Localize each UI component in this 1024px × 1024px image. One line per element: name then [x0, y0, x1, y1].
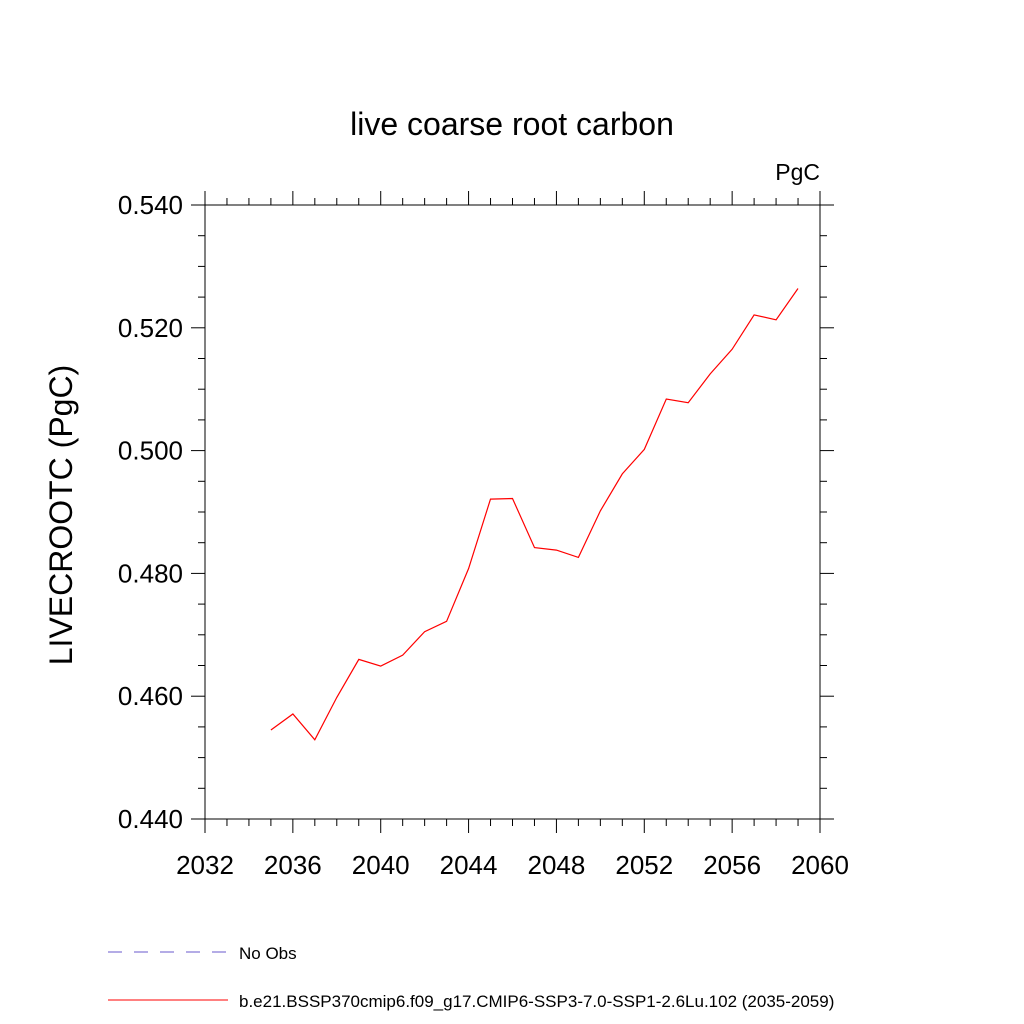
y-tick-label: 0.500 — [118, 436, 183, 466]
series-line — [270, 288, 799, 741]
plot-frame — [204, 204, 821, 820]
x-tick-label: 2044 — [440, 850, 498, 880]
y-axis-label: LIVECROOTC (PgC) — [43, 365, 79, 665]
x-tick-label: 2056 — [703, 850, 761, 880]
legend: No Obs b.e21.BSSP370cmip6.f09_g17.CMIP6-S… — [108, 944, 834, 1011]
x-tick-label: 2032 — [176, 850, 234, 880]
x-tick-label: 2060 — [791, 850, 849, 880]
x-tick-label: 2052 — [615, 850, 673, 880]
x-tick-label: 2040 — [352, 850, 410, 880]
x-tick-label: 2048 — [528, 850, 586, 880]
axis-ticks — [191, 191, 834, 833]
y-tick-label: 0.520 — [118, 313, 183, 343]
y-tick-label: 0.540 — [118, 190, 183, 220]
x-tick-label: 2036 — [264, 850, 322, 880]
legend-label: b.e21.BSSP370cmip6.f09_g17.CMIP6-SSP3-7.… — [239, 992, 834, 1011]
y-tick-label: 0.440 — [118, 804, 183, 834]
units-label: PgC — [775, 159, 820, 185]
axis-tick-labels: 2032 2036 2040 2044 2048 2052 2056 2060 0.440 0.4… — [118, 190, 849, 880]
y-tick-label: 0.480 — [118, 558, 183, 588]
y-tick-label: 0.460 — [118, 681, 183, 711]
chart-title: live coarse root carbon — [350, 106, 674, 142]
legend-label: No Obs — [239, 944, 297, 963]
series-layer — [270, 288, 799, 741]
